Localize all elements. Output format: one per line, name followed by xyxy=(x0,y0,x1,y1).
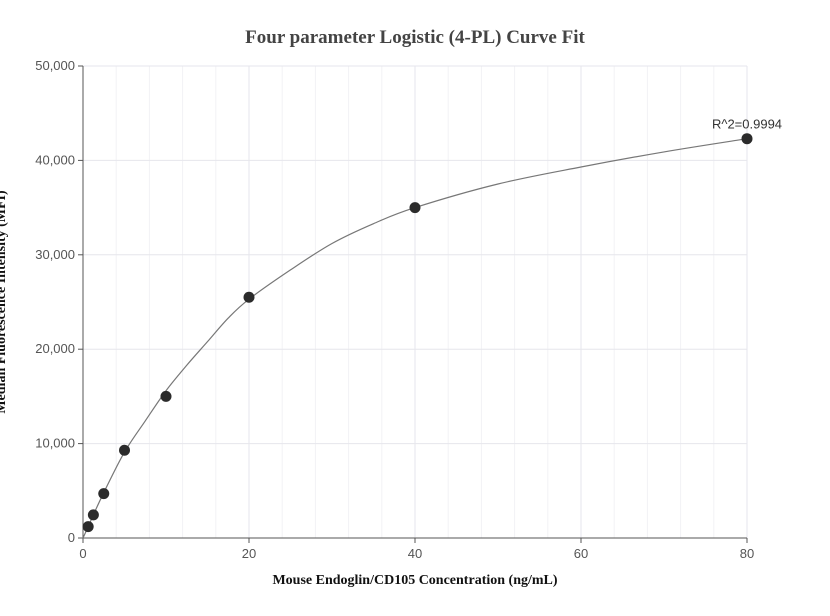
data-point xyxy=(243,291,255,303)
y-tick-label: 0 xyxy=(68,530,75,545)
data-points xyxy=(82,133,753,533)
axes xyxy=(78,65,748,543)
data-point xyxy=(82,521,94,533)
x-tick-label: 20 xyxy=(242,546,256,561)
y-tick-label: 30,000 xyxy=(35,247,75,262)
y-tick-label: 50,000 xyxy=(35,58,75,73)
tick-labels: 0 10,000 20,000 30,000 40,000 50,000 0 20 40 60 80 xyxy=(35,58,754,561)
x-tick-label: 60 xyxy=(574,546,588,561)
r-squared-annotation: R^2=0.9994 xyxy=(712,117,782,132)
x-tick-label: 0 xyxy=(79,546,86,561)
data-point xyxy=(741,133,753,145)
y-tick-label: 20,000 xyxy=(35,341,75,356)
data-point xyxy=(87,509,99,521)
data-point xyxy=(98,488,110,500)
x-tick-label: 80 xyxy=(740,546,754,561)
gridlines xyxy=(83,65,748,538)
x-tick-label: 40 xyxy=(408,546,422,561)
y-tick-label: 10,000 xyxy=(35,436,75,451)
data-point xyxy=(119,444,130,456)
y-tick-label: 40,000 xyxy=(35,152,75,167)
chart-title: Four parameter Logistic (4-PL) Curve Fit xyxy=(245,27,585,48)
data-point xyxy=(409,202,421,214)
x-axis-title: Mouse Endoglin/CD105 Concentration (ng/m… xyxy=(272,573,557,588)
y-axis-title: Median Fluorescence Intensity (MFI) xyxy=(0,190,9,414)
data-point xyxy=(160,390,172,402)
